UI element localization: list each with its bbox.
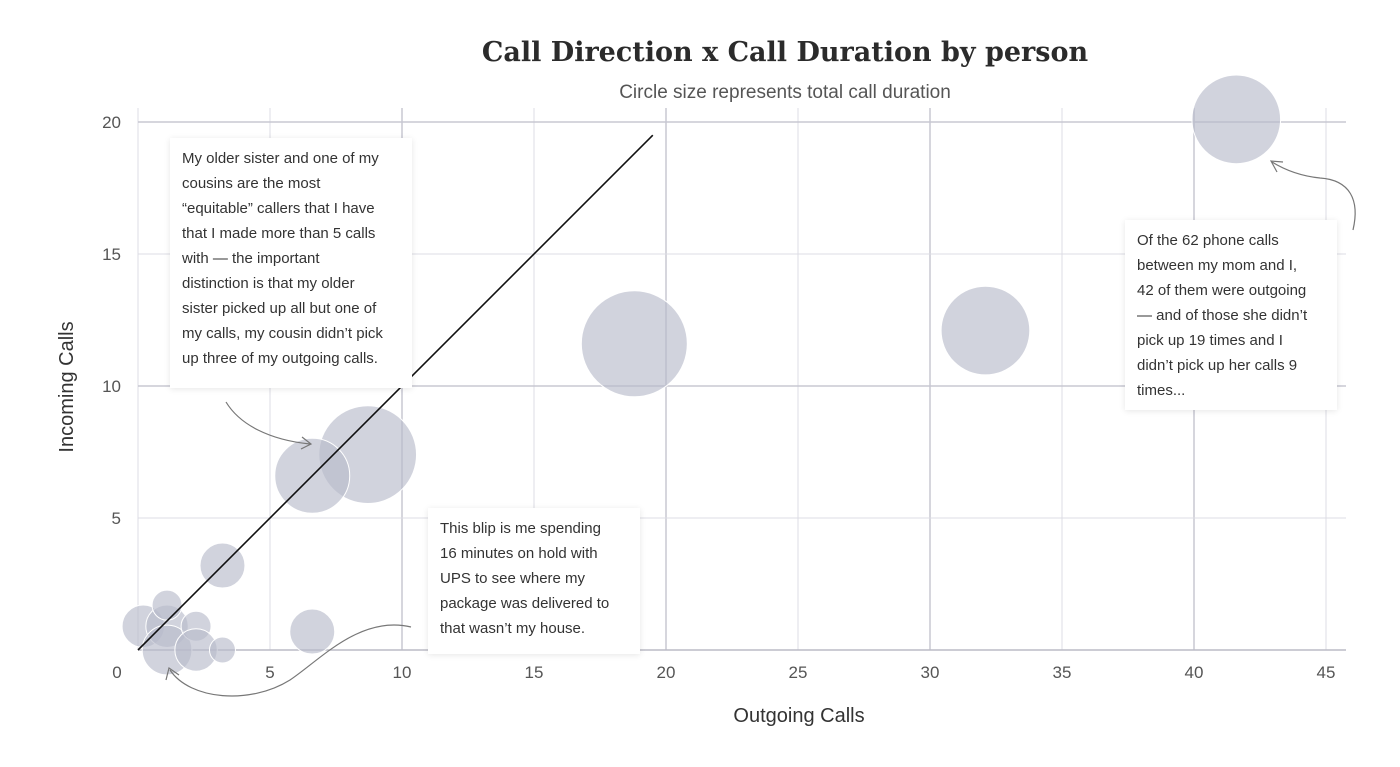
annotation-line: didn’t pick up her calls 9 [1137, 357, 1298, 374]
annotation-line: cousins are the most [182, 175, 321, 192]
x-tick-label: 15 [525, 663, 544, 682]
sister-arrowhead [300, 436, 313, 450]
annotation-line: with — the important [182, 250, 320, 267]
annotation-ups: This blip is me spending 16 minutes on ho… [428, 508, 640, 654]
annotation-line: my calls, my cousin didn’t pick [182, 325, 383, 342]
sister-arrow [225, 401, 311, 445]
annotation-line: that wasn’t my house. [440, 620, 586, 637]
annotation-line: up three of my outgoing calls. [182, 350, 378, 367]
x-axis-label: Outgoing Calls [733, 705, 864, 727]
annotation-sister: My older sister and one of my cousins are… [170, 138, 412, 388]
x-tick-label: 0 [112, 663, 121, 682]
axis-ticks: 0 5 10 15 20 25 30 35 40 45 5 10 15 20 [102, 113, 1335, 682]
x-tick-label: 35 [1053, 663, 1072, 682]
annotation-line: UPS to see where my [440, 570, 586, 587]
annotation-line: 42 of them were outgoing [1137, 282, 1307, 299]
annotation-line: 16 minutes on hold with [440, 545, 598, 562]
bubble-point [580, 290, 688, 398]
bubble-point [289, 608, 336, 655]
ups-arrowhead [165, 667, 180, 681]
y-tick-label: 20 [102, 113, 121, 132]
chart-subtitle: Circle size represents total call durati… [619, 82, 951, 103]
annotation-mom: Of the 62 phone calls between my mom and … [1125, 220, 1337, 410]
annotation-line: pick up 19 times and I [1137, 332, 1283, 349]
annotation-line: “equitable” callers that I have [182, 200, 375, 217]
equity-reference-line [137, 134, 654, 651]
annotation-line: This blip is me spending [440, 520, 601, 537]
mom-arrow [1271, 161, 1356, 231]
y-tick-label: 5 [112, 509, 121, 528]
annotation-line: that I made more than 5 calls [182, 225, 376, 242]
x-tick-label: 20 [657, 663, 676, 682]
annotation-line: package was delivered to [440, 595, 610, 612]
x-tick-label: 45 [1317, 663, 1336, 682]
annotation-line: — and of those she didn’t [1137, 307, 1308, 324]
annotation-line: sister picked up all but one of [182, 300, 377, 317]
x-tick-label: 25 [789, 663, 808, 682]
x-tick-label: 10 [393, 663, 412, 682]
ups-arrow [169, 624, 412, 697]
annotation-line: Of the 62 phone calls [1137, 232, 1279, 249]
y-tick-label: 15 [102, 245, 121, 264]
bubble-point [151, 589, 183, 621]
x-tick-label: 30 [921, 663, 940, 682]
bubble-point [1191, 74, 1282, 165]
y-tick-label: 10 [102, 377, 121, 396]
bubble-point [208, 636, 236, 664]
annotation-arrows [165, 160, 1356, 697]
bubble-point [940, 285, 1031, 376]
annotation-line: times... [1137, 382, 1186, 399]
mom-arrowhead [1269, 160, 1284, 173]
x-tick-label: 40 [1185, 663, 1204, 682]
chart-title: Call Direction x Call Duration by person [482, 37, 1089, 68]
x-tick-label: 5 [265, 663, 274, 682]
y-axis-label: Incoming Calls [56, 321, 78, 452]
annotation-line: between my mom and I, [1137, 257, 1298, 274]
annotation-line: distinction is that my older [182, 275, 355, 292]
annotation-line: My older sister and one of my [182, 150, 379, 167]
